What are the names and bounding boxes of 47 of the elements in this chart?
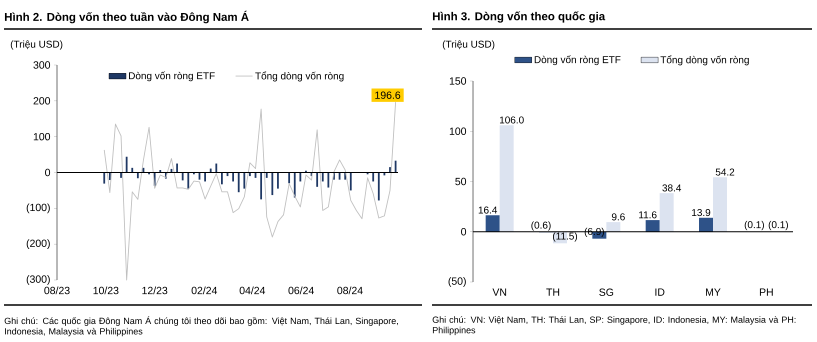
legend-label: Tổng dòng vốn ròng bbox=[255, 71, 344, 82]
chart-title: Hình 3. Dòng vốn theo quốc gia bbox=[432, 11, 606, 23]
x-tick-label: SG bbox=[599, 288, 614, 296]
y-tick-label: 0 bbox=[45, 168, 50, 176]
data-label: 106.0 bbox=[500, 116, 524, 124]
data-label: 11.6 bbox=[639, 211, 657, 218]
x-tick-label: ID bbox=[655, 288, 664, 296]
data-label: (11.5) bbox=[552, 232, 578, 242]
y-tick-label: 200 bbox=[34, 97, 50, 105]
x-tick-label: 08/24 bbox=[337, 286, 363, 294]
x-tick-label: 04/24 bbox=[240, 286, 266, 294]
data-label: 54.2 bbox=[716, 168, 734, 176]
data-label: 9.6 bbox=[612, 213, 625, 220]
y-tick-label: (200) bbox=[26, 239, 50, 250]
y-axis-title: (Triệu USD) bbox=[10, 40, 62, 50]
y-tick-label: 300 bbox=[33, 61, 50, 69]
legend-label: Tổng dòng vốn ròng bbox=[660, 55, 749, 66]
y-tick-label: 100 bbox=[34, 132, 50, 140]
data-label: 16.4 bbox=[478, 206, 498, 214]
legend-label: Dòng vốn ròng ETF bbox=[129, 72, 215, 82]
x-tick-label: 10/23 bbox=[94, 286, 118, 294]
data-label: (0.1) bbox=[768, 220, 788, 230]
x-tick-label: 12/23 bbox=[142, 286, 168, 294]
legend-label: Dòng vốn ròng ETF bbox=[534, 55, 620, 66]
y-tick-label: (50) bbox=[448, 277, 466, 287]
x-tick-label: MY bbox=[706, 288, 721, 296]
x-tick-label: 06/24 bbox=[288, 286, 314, 294]
x-tick-label: PH bbox=[760, 288, 773, 296]
data-label: 38.4 bbox=[662, 184, 682, 192]
data-label: (0.6) bbox=[531, 221, 551, 231]
x-tick-label: 02/24 bbox=[192, 286, 218, 294]
x-tick-label: 08/23 bbox=[44, 286, 70, 294]
y-tick-label: 150 bbox=[450, 77, 466, 85]
data-label: 13.9 bbox=[692, 209, 710, 216]
x-tick-label: TH bbox=[546, 288, 560, 296]
data-label: (0.1) bbox=[744, 220, 764, 230]
y-tick-label: 50 bbox=[455, 178, 466, 186]
data-label: 196.6 bbox=[375, 91, 400, 99]
y-tick-label: 0 bbox=[461, 228, 466, 236]
y-axis-title: (Triệu USD) bbox=[442, 40, 494, 50]
y-tick-label: 100 bbox=[450, 128, 466, 135]
y-tick-label: (100) bbox=[26, 203, 50, 214]
x-tick-label: VN bbox=[492, 288, 506, 296]
chart-title: Hình 2. Dòng vốn theo tuần vào Đông Nam Á bbox=[4, 10, 249, 24]
y-tick-label: (300) bbox=[26, 275, 50, 285]
text: Ghi chú: Các quốc gia Đông Nam Á chúng tôi theo dõi bao gồm: Việt Nam, Thái Lan, Singapore, Indonesia, Malaysia và Philippines bbox=[4, 316, 398, 336]
text: Ghi chú: VN: Việt Nam, TH: Thái Lan, SP: Singapore, ID: Indonesia, MY: Malaysia và PH: Philippines bbox=[432, 316, 796, 336]
